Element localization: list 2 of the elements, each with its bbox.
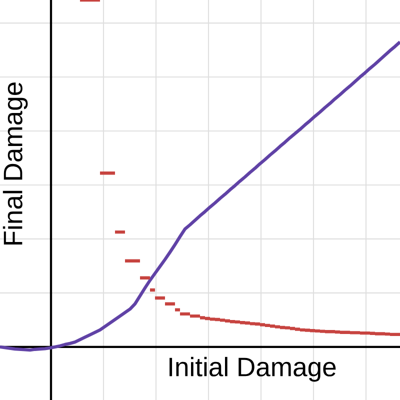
y-axis-title: Final Damage [2,82,28,245]
x-axis-title: Initial Damage [170,356,336,382]
